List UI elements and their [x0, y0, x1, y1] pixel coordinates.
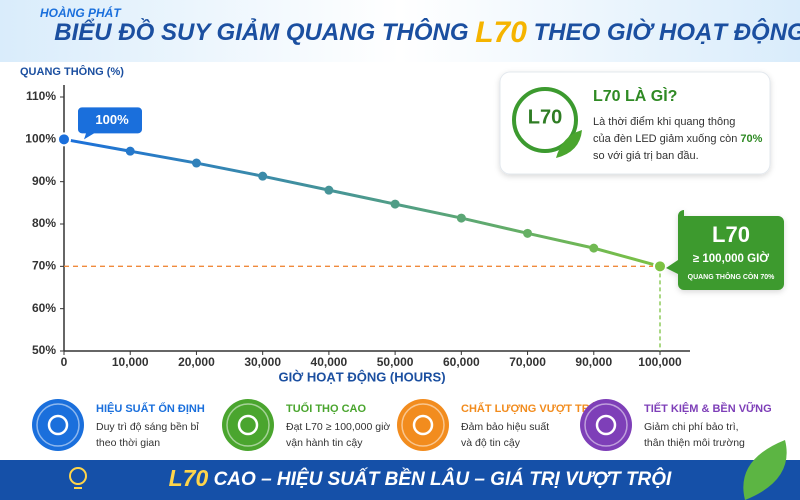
- x-tick-label: 100,000: [638, 355, 682, 369]
- info-text-part: của đèn LED giảm xuống còn: [593, 133, 740, 145]
- feature-text: Đạt L70 ≥ 100,000 giờ: [286, 421, 390, 433]
- start-label: 100%: [95, 112, 129, 127]
- feature-icon-glyph: [237, 414, 259, 436]
- title-part: THEO GIỜ HOẠT ĐỘNG: [534, 18, 800, 46]
- feature-icon-ring: [226, 403, 270, 447]
- info-badge-text: L70: [528, 106, 562, 128]
- y-tick-label: 90%: [32, 174, 56, 188]
- end-callout-line: ≥ 100,000 GIỜ: [693, 252, 769, 265]
- feature-icon-glyph: [412, 414, 434, 436]
- info-highlight: 70%: [740, 133, 762, 145]
- point: [653, 259, 667, 274]
- x-tick-label: 70,000: [509, 355, 546, 369]
- point: [125, 146, 135, 156]
- feature-title: CHẤT LƯỢNG VƯỢT TRỘI: [461, 402, 601, 415]
- footer-highlight: L70: [169, 465, 209, 491]
- end-callout-box: [666, 210, 784, 290]
- title-highlight: L70: [475, 16, 527, 49]
- x-tick-label: 10,000: [112, 355, 149, 369]
- feature-icon-glyph: [595, 414, 617, 436]
- point: [589, 243, 599, 253]
- x-axis-label: GIỜ HOẠT ĐỘNG (HOURS): [278, 369, 445, 384]
- y-tick-label: 80%: [32, 216, 56, 230]
- feature-text: Duy trì độ sáng bền bỉ: [96, 421, 199, 433]
- y-tick-label: 100%: [25, 132, 56, 146]
- y-tick-label: 60%: [32, 301, 56, 315]
- x-tick-label: 20,000: [178, 355, 215, 369]
- leaf-decoration: [743, 440, 787, 500]
- feature-icon-glyph: [47, 414, 69, 436]
- chart-title: BIỂU ĐỒ SUY GIẢM QUANG THÔNG L70 THEO GI…: [54, 16, 800, 49]
- point: [258, 171, 268, 181]
- x-tick-label: 40,000: [311, 355, 348, 369]
- info-text: Là thời điểm khi quang thông: [593, 116, 735, 128]
- x-tick-label: 50,000: [377, 355, 414, 369]
- feature-title: HIỆU SUẤT ỔN ĐỊNH: [96, 402, 205, 415]
- end-callout-title: L70: [712, 222, 750, 247]
- footer-band: [0, 460, 800, 500]
- info-badge: [512, 87, 578, 153]
- line: [63, 137, 661, 268]
- point: [57, 132, 71, 147]
- end-callout-sub: QUANG THÔNG CÒN 70%: [688, 272, 776, 281]
- feature-title: TUỔI THỌ CAO: [286, 402, 366, 415]
- feature-text: theo thời gian: [96, 437, 160, 449]
- feature-text: Giảm chi phí bảo trì,: [644, 421, 739, 433]
- start-label-box: [78, 107, 142, 140]
- info-text: của đèn LED giảm xuống còn 70%: [593, 133, 763, 145]
- feature-icon: [580, 399, 632, 451]
- feature-text: và độ tin cậy: [461, 437, 521, 449]
- y-axis-label: QUANG THÔNG (%): [20, 65, 124, 78]
- point: [191, 158, 201, 168]
- x-tick-label: 60,000: [443, 355, 480, 369]
- feature-text: vận hành tin cậy: [286, 437, 363, 449]
- feature-icon: [397, 399, 449, 451]
- x-tick-label: 30,000: [244, 355, 281, 369]
- y-tick-label: 50%: [32, 343, 56, 357]
- bulb-icon: [69, 467, 87, 489]
- feature-text: thân thiện môi trường: [644, 437, 745, 449]
- feature-icon-ring: [401, 403, 445, 447]
- footer-text: L70 CAO – HIỆU SUẤT BỀN LÂU – GIÁ TRỊ VƯ…: [169, 465, 672, 491]
- y-tick-label: 110%: [26, 89, 56, 103]
- feature-icon: [222, 399, 274, 451]
- leaf-icon: [556, 130, 582, 158]
- y-tick-label: 70%: [32, 259, 56, 273]
- point: [456, 213, 466, 223]
- feature-icon: [32, 399, 84, 451]
- header-band: [0, 0, 800, 62]
- point: [390, 199, 400, 209]
- info-text: so với giá trị ban đầu.: [593, 150, 699, 162]
- info-title: L70 LÀ GÌ?: [593, 86, 677, 105]
- feature-icon-ring: [36, 403, 80, 447]
- point: [523, 228, 533, 238]
- feature-text: Đảm bảo hiệu suất: [461, 421, 549, 433]
- feature-icon-ring: [584, 403, 628, 447]
- x-tick-label: 0: [61, 355, 68, 369]
- feature-title: TIẾT KIỆM & BỀN VỮNG: [644, 402, 772, 415]
- footer-part: CAO – HIỆU SUẤT BỀN LÂU – GIÁ TRỊ VƯỢT T…: [214, 468, 672, 490]
- title-part: BIỂU ĐỒ SUY GIẢM QUANG THÔNG: [54, 18, 468, 46]
- x-tick-label: 90,000: [575, 355, 612, 369]
- logo: HOÀNG PHÁT: [40, 5, 122, 20]
- point: [324, 185, 334, 195]
